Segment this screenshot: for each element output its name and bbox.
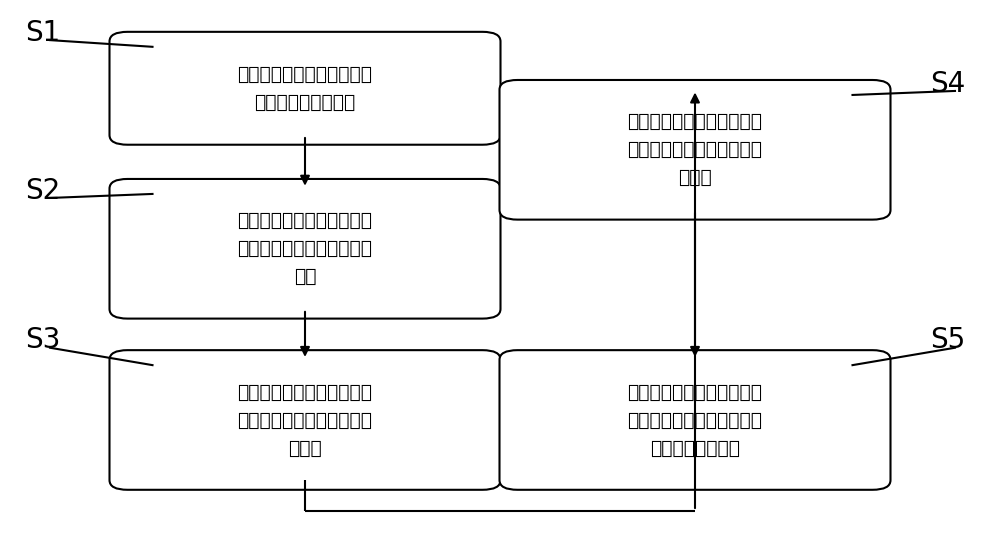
- Text: 加入交联剂与表面活性剂，
混合均匀，制得改性氢氧化
镁溶液: 加入交联剂与表面活性剂， 混合均匀，制得改性氢氧化 镁溶液: [238, 383, 372, 457]
- FancyBboxPatch shape: [110, 179, 500, 318]
- Text: 将纳米级氢氧化镁粉与协同
阻燃剂共混，制得阻燃硅烷
铰链纳米改性助剂: 将纳米级氢氧化镁粉与协同 阻燃剂共混，制得阻燃硅烷 铰链纳米改性助剂: [628, 383, 763, 457]
- FancyBboxPatch shape: [499, 350, 890, 490]
- Text: S1: S1: [25, 19, 60, 47]
- Text: 将溶液进行水洗，过滤，烘
干后粉碎，制得纳米级氢氧
化镁粉: 将溶液进行水洗，过滤，烘 干后粉碎，制得纳米级氢氧 化镁粉: [628, 112, 763, 187]
- Text: S2: S2: [25, 177, 60, 204]
- FancyBboxPatch shape: [110, 350, 500, 490]
- Text: S4: S4: [930, 70, 965, 97]
- FancyBboxPatch shape: [499, 80, 890, 220]
- Text: S3: S3: [25, 326, 60, 354]
- FancyBboxPatch shape: [110, 32, 500, 145]
- Text: S5: S5: [930, 326, 965, 354]
- Text: 加入氢氧化钙至反应器中，
缓缓加入沉淀剂，进行沉淀
反应: 加入氢氧化钙至反应器中， 缓缓加入沉淀剂，进行沉淀 反应: [238, 211, 372, 286]
- Text: 将氯化镁加入至反应器中，
加入溶剂，溶解净制: 将氯化镁加入至反应器中， 加入溶剂，溶解净制: [238, 65, 372, 112]
